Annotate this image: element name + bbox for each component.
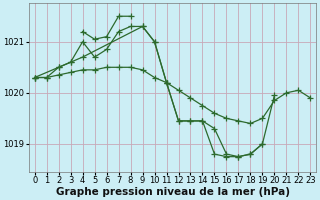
X-axis label: Graphe pression niveau de la mer (hPa): Graphe pression niveau de la mer (hPa) [55,187,290,197]
